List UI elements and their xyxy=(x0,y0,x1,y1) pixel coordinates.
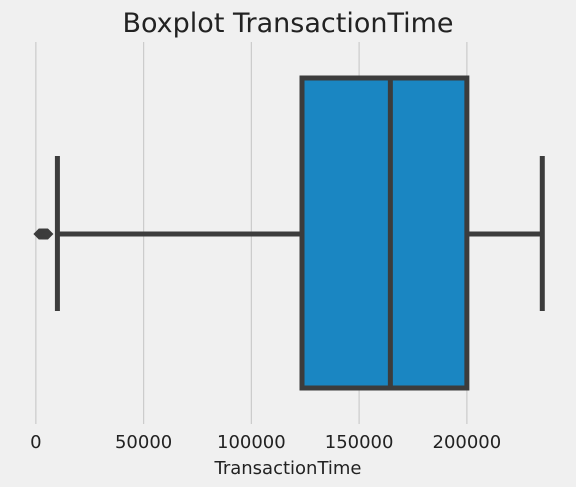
x-tick-label: 50000 xyxy=(115,432,172,453)
x-axis-ticks: 0 50000 100000 150000 200000 xyxy=(30,432,501,453)
iqr-box xyxy=(302,78,467,388)
x-tick-label: 100000 xyxy=(217,432,286,453)
chart-title: Boxplot TransactionTime xyxy=(122,8,453,39)
x-tick-label: 0 xyxy=(30,432,41,453)
x-axis-label: TransactionTime xyxy=(213,458,361,479)
x-tick-label: 200000 xyxy=(433,432,502,453)
x-tick-label: 150000 xyxy=(325,432,394,453)
box-plot xyxy=(34,78,542,388)
